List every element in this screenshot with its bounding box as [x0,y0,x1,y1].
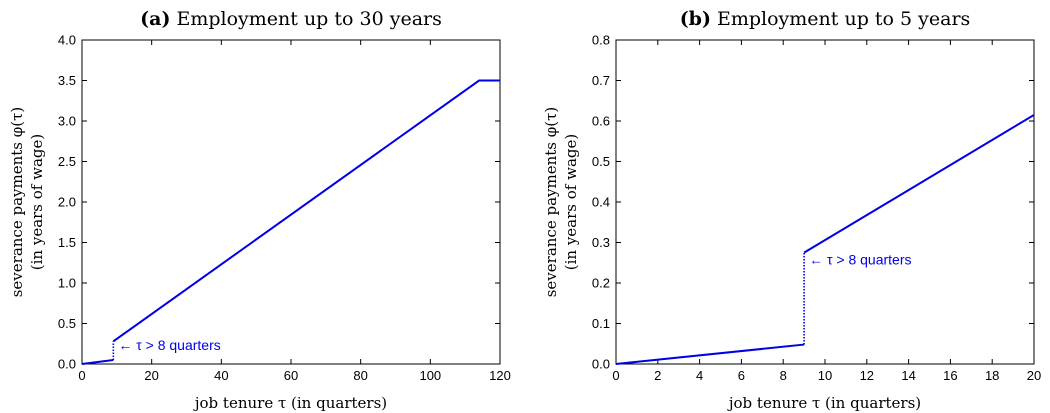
y-tick-label: 1.5 [58,235,76,250]
y-tick-label: 0.5 [58,316,76,331]
y-tick-label: 3.5 [58,73,76,88]
x-tick-label: 8 [780,368,787,383]
y-tick-label: 3.0 [58,114,76,129]
chart-a: (a) Employment up to 30 years 0 20 40 60 80 10… [8,8,511,412]
y-tick-label: 1.0 [58,276,76,291]
x-tick-label: 120 [489,368,511,383]
x-tick-label: 4 [696,368,703,383]
y-tick-label: 0.8 [592,33,610,48]
chart-title: (a) Employment up to 30 years [140,8,442,30]
plot-frame [615,39,1035,365]
chart-title-text: Employment up to 5 years [711,8,970,30]
y-tick-label: 0.0 [58,357,76,372]
y-tick-label: 0.4 [592,195,610,210]
x-tick-label: 20 [1027,368,1041,383]
x-axis-label: job tenure τ (in quarters) [193,394,387,412]
x-tick-label: 10 [818,368,832,383]
y-axis-label-units: (in years of wage) [562,134,580,270]
x-axis-label: job tenure τ (in quarters) [727,394,921,412]
annotation: ← τ > 8 quarters [809,252,911,268]
x-tick-label: 2 [654,368,661,383]
y-tick-label: 0.0 [592,357,610,372]
y-tick-label: 2.5 [58,154,76,169]
y-tick-label: 0.2 [592,276,610,291]
x-tick-label: 100 [419,368,441,383]
series-line [81,358,114,365]
x-tick-label: 14 [901,368,915,383]
x-tick-label: 16 [943,368,957,383]
annotation: ← τ > 8 quarters [118,337,220,353]
y-tick-label: 0.3 [592,235,610,250]
chart-title-prefix: (b) [680,8,711,30]
y-tick-label: 0.6 [592,114,610,129]
x-tick-label: 80 [353,368,367,383]
chart-b: (b) Employment up to 5 years 0 2 4 6 8 10 12 14 1… [542,8,1041,412]
x-tick-label: 18 [985,368,999,383]
x-tick-label: 40 [214,368,228,383]
y-tick-label: 4.0 [58,33,76,48]
y-axis-label: severance payments φ(τ) [8,107,26,298]
chart-title: (b) Employment up to 5 years [680,8,971,30]
x-tick-label: 60 [284,368,298,383]
x-tick-label: 0 [612,368,619,383]
chart-title-text: Employment up to 30 years [170,8,441,30]
chart-title-prefix: (a) [140,8,170,30]
x-tick-label: 20 [144,368,158,383]
y-tick-label: 0.7 [592,73,610,88]
x-tick-label: 0 [78,368,85,383]
series-line [112,79,500,343]
y-axis-label-units: (in years of wage) [28,134,46,270]
y-axis-label: severance payments φ(τ) [542,107,560,298]
plot-frame [81,39,501,365]
y-tick-label: 0.1 [592,316,610,331]
series-line [803,114,1035,254]
series-line [615,343,805,365]
x-tick-label: 6 [738,368,745,383]
x-tick-label: 12 [860,368,874,383]
y-tick-label: 2.0 [58,195,76,210]
y-tick-label: 0.5 [592,154,610,169]
